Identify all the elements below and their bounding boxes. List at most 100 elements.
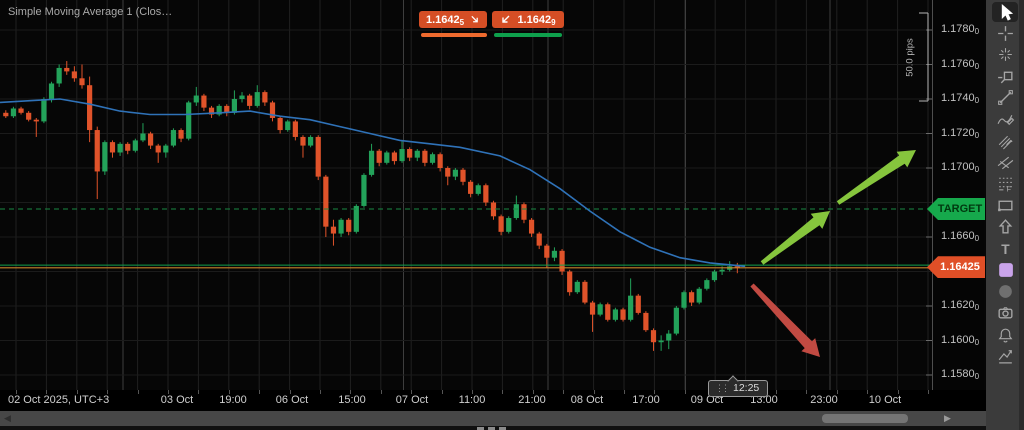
toolbar-crosshair-tool[interactable]: [992, 23, 1018, 43]
scroll-right-arrow[interactable]: ▶: [944, 413, 951, 423]
toolbar-pattern-tool[interactable]: [992, 346, 1018, 366]
toolbar-trendline-tool[interactable]: [992, 88, 1018, 108]
time-tick: [593, 390, 595, 394]
time-tick: [46, 390, 48, 394]
time-axis-label: 08 Oct: [570, 394, 604, 406]
drag-grip-icon: ⋮⋮: [715, 382, 730, 393]
time-axis-label: 15:00: [338, 394, 366, 406]
time-tick: [441, 390, 443, 394]
buy-button[interactable]: 1.16429: [492, 11, 564, 28]
toolbar-text-tool[interactable]: T: [992, 238, 1018, 258]
screenshot-icon: [997, 307, 1013, 319]
price-axis-label: 1.17000: [941, 161, 980, 174]
time-tick: [259, 390, 261, 394]
resize-grip-icon[interactable]: [499, 427, 506, 430]
alert-icon: [998, 328, 1012, 342]
time-tick: [472, 390, 473, 394]
annotation-arrow: [760, 211, 830, 265]
scroll-left-arrow[interactable]: ◀: [4, 413, 11, 423]
time-axis-label: 07 Oct: [395, 394, 429, 406]
toolbar-rectangle-shape-tool[interactable]: [992, 195, 1018, 215]
time-tick: [198, 390, 200, 394]
pattern-icon: [998, 350, 1012, 364]
scrollbar-thumb[interactable]: [822, 414, 908, 423]
time-tick: [867, 390, 869, 394]
price-axis-label: 1.17800: [941, 23, 980, 36]
fibonacci-icon: [998, 135, 1013, 150]
tick-down-arrow-icon: [471, 15, 478, 23]
price-axis-label: 1.17200: [941, 126, 980, 140]
time-axis[interactable]: 02 Oct 2025, UTC+3 03 Oct 19:00 06 Oct 15:00…: [0, 390, 986, 411]
time-axis-label: 10 Oct: [868, 394, 902, 406]
resize-grip-icon[interactable]: [477, 427, 484, 430]
rectangle-shape-icon: [997, 200, 1013, 211]
pip-measurement[interactable]: 50.0 pips: [905, 5, 935, 120]
tick-down-arrow-icon: [502, 15, 510, 23]
candles-layer: [3, 61, 740, 351]
time-axis-label: 03 Oct: [160, 394, 194, 406]
toolbar-opacity-swatch[interactable]: [992, 281, 1018, 301]
toolbar-fibonacci-tool[interactable]: [992, 131, 1018, 151]
toolbar-alert-tool[interactable]: [992, 324, 1018, 344]
resize-grip-icon[interactable]: [488, 427, 495, 430]
sell-price: 1.16425: [426, 13, 465, 27]
pointer-icon: [1001, 4, 1013, 21]
toolbar-crosshair-snap-tool[interactable]: [992, 45, 1018, 65]
time-tick: [380, 390, 382, 394]
time-tick: [897, 390, 899, 394]
arrow-shape-icon: [998, 219, 1012, 234]
measure-label: 50.0 pips: [904, 38, 916, 77]
measure-bracket: [919, 12, 929, 102]
toolbar-pointer-tool[interactable]: [992, 1, 1018, 22]
buy-spread-bar: [494, 33, 562, 37]
trendline-icon: [997, 90, 1013, 105]
tooltip-time: 12:25: [733, 382, 760, 394]
time-axis-label: 23:00: [810, 394, 838, 406]
toolbar-freehand-draw-tool[interactable]: [992, 109, 1018, 129]
time-tick: [137, 390, 139, 394]
time-tick: [502, 390, 504, 394]
time-tick: [563, 390, 565, 394]
time-tooltip[interactable]: ⋮⋮ 12:25: [708, 380, 769, 397]
toolbar-color-swatch[interactable]: [992, 260, 1018, 280]
annotation-arrow: [750, 283, 820, 357]
horizontal-scrollbar[interactable]: ◀ ▶: [0, 411, 986, 426]
toolbar-arrow-shape-tool[interactable]: [992, 217, 1018, 237]
time-axis-label: 17:00: [632, 394, 660, 406]
price-axis-label: 1.17600: [941, 57, 980, 71]
svg-text:T: T: [1001, 241, 1010, 256]
time-tick: [836, 390, 838, 394]
time-tick: [806, 390, 808, 394]
current-price-tag: 1.16425: [927, 256, 985, 279]
toolbar-edge: [1019, 0, 1024, 430]
sma-line: [0, 98, 746, 268]
crosshair-snap-icon: [998, 48, 1012, 61]
time-tick: [532, 390, 534, 394]
text-icon: T: [1001, 241, 1010, 256]
svg-text:F: F: [1006, 184, 1011, 193]
buy-price: 1.16429: [517, 13, 556, 27]
time-tick: [928, 390, 929, 394]
bottom-resize-strip: [0, 426, 986, 430]
toolbar-screenshot-tool[interactable]: [992, 303, 1018, 323]
target-tag[interactable]: TARGET: [927, 198, 985, 221]
time-tick: [228, 390, 230, 394]
parallel-channel-icon: [997, 156, 1013, 169]
time-axis-label: 11:00: [458, 394, 486, 406]
price-axis[interactable]: 1.17800 1.17600 1.17400 1.17200 1.17000 1.166…: [927, 0, 985, 390]
candlestick-chart[interactable]: [0, 0, 932, 390]
time-axis-label: 13:00: [750, 394, 778, 406]
toolbar-parallel-channel-tool[interactable]: [992, 152, 1018, 172]
time-tick: [624, 390, 625, 394]
time-axis-label: 09 Oct: [690, 394, 724, 406]
toolbar-fibonacci-grid-tool[interactable]: F: [992, 174, 1018, 194]
time-tick: [654, 390, 656, 394]
rectangle-select-icon: [997, 71, 1013, 83]
price-chart-canvas[interactable]: Simple Moving Average 1 (Clos… 1.16425 1…: [0, 0, 932, 390]
sell-button[interactable]: 1.16425: [419, 11, 487, 28]
time-tick: [411, 390, 413, 394]
price-axis-label: 1.16200: [941, 299, 980, 312]
toolbar-rectangle-select-tool[interactable]: [992, 66, 1018, 86]
